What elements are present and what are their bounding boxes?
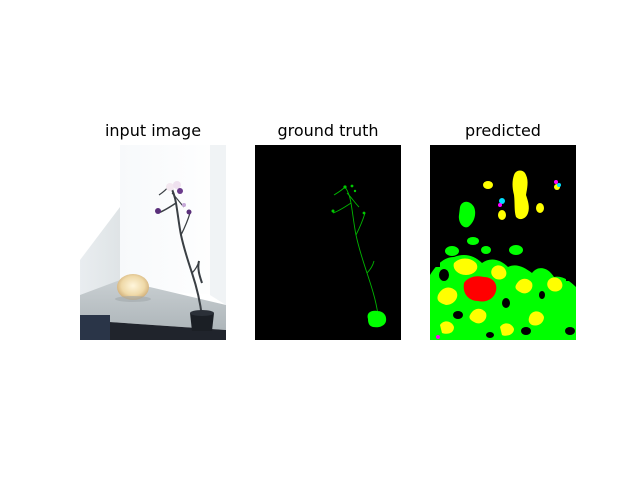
input-image-panel [80,145,226,340]
ground-truth-title: ground truth [277,121,379,140]
predicted-title: predicted [465,121,541,140]
input-image-title: input image [104,121,202,140]
gt-pot-region [367,310,387,328]
predicted-panel [430,145,576,340]
ground-truth-mask [255,145,401,340]
ground-truth-panel [255,145,401,340]
predicted-mask [430,145,576,340]
input-image-photo [80,145,226,340]
